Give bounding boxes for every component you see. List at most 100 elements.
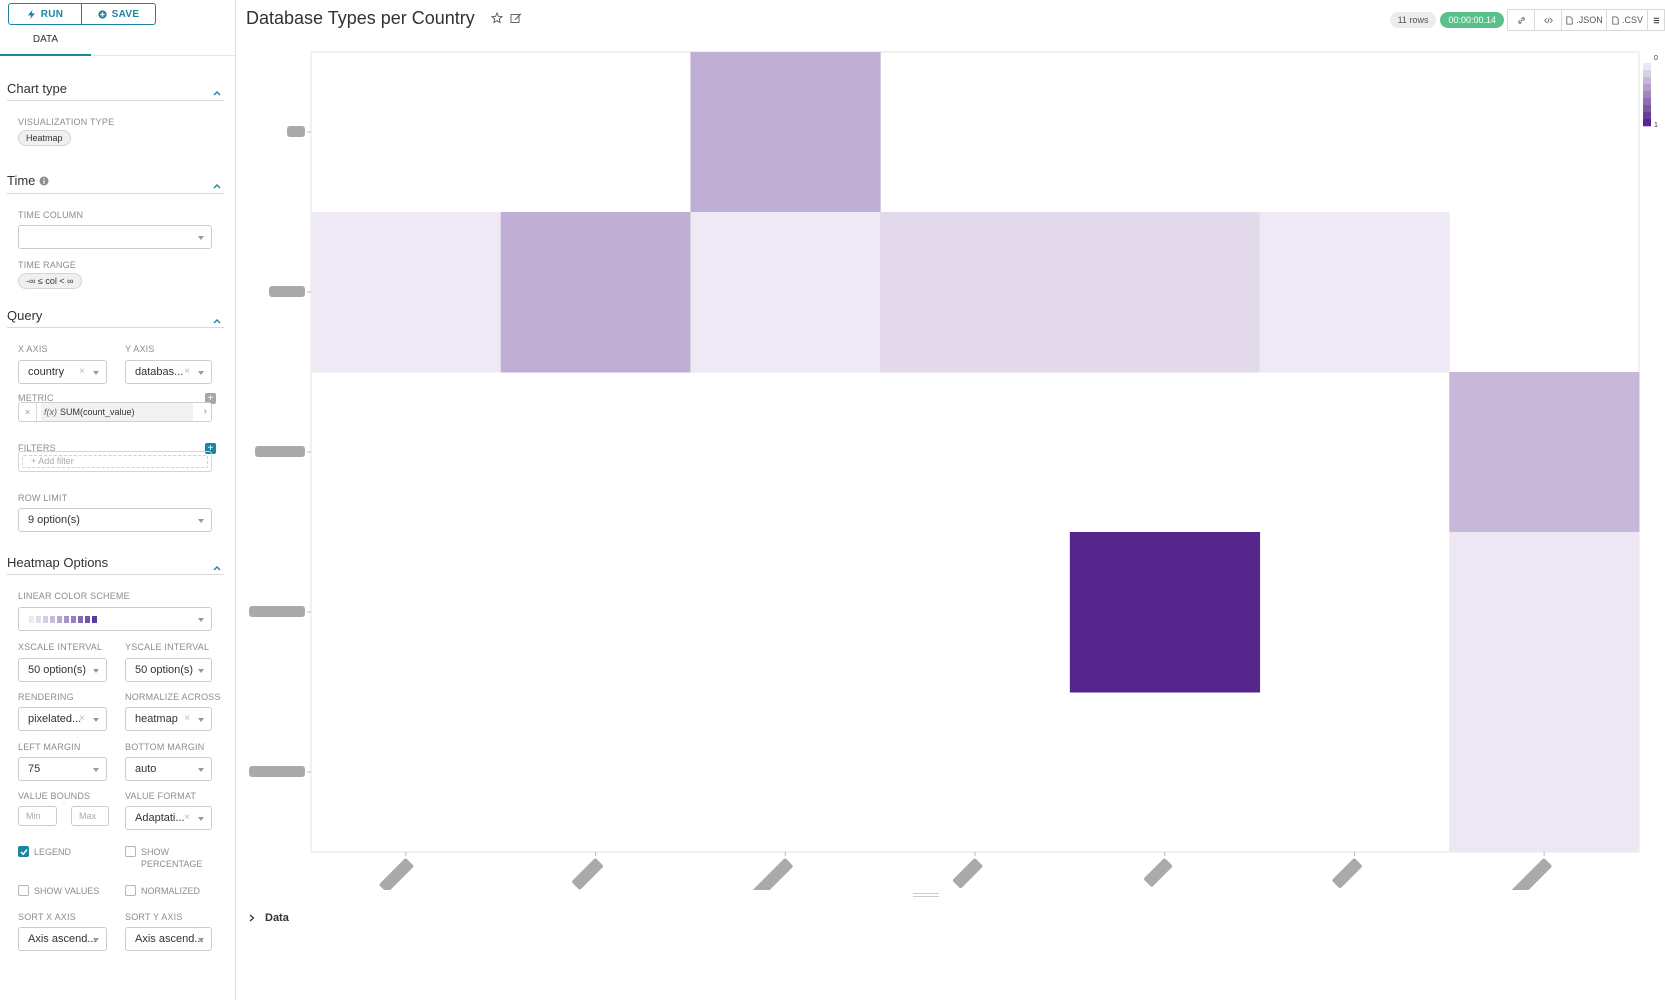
function-icon: f(x) — [44, 407, 57, 417]
x-tick-label-bar — [1332, 858, 1362, 889]
x-tick-label-bar — [1144, 858, 1173, 887]
panel-tabs: DATA — [0, 28, 235, 56]
chevron-up-icon[interactable] — [212, 178, 222, 189]
heatmap-cell[interactable] — [500, 212, 691, 373]
heatmap-cell[interactable] — [880, 212, 1071, 373]
bottom-margin-select[interactable]: auto — [125, 757, 212, 781]
export-csv-label: .CSV — [1621, 15, 1643, 25]
x-axis-value: country — [28, 366, 65, 378]
heatmap-cell[interactable] — [1449, 692, 1640, 853]
clear-icon[interactable]: × — [184, 812, 190, 823]
legend-swatch — [1643, 91, 1651, 99]
clear-icon[interactable]: × — [184, 713, 190, 724]
value-format-select[interactable]: Adaptati... × — [125, 806, 212, 830]
color-swatch — [85, 616, 90, 623]
y-axis-select[interactable]: databas... × — [125, 360, 212, 384]
legend-swatch — [1643, 77, 1651, 85]
heatmap-cell[interactable] — [690, 212, 881, 373]
x-tick-label-bar — [952, 858, 983, 889]
time-column-select[interactable] — [18, 225, 212, 249]
color-swatch — [50, 616, 55, 623]
add-filter-text: Add filter — [38, 456, 74, 466]
show-values-checkbox[interactable] — [18, 885, 29, 896]
caret-down-icon — [198, 938, 204, 942]
edit-icon[interactable] — [510, 12, 522, 24]
heatmap-cell[interactable] — [1449, 372, 1640, 533]
row-count-badge: 11 rows — [1389, 12, 1437, 28]
chart-type-section-title[interactable]: Chart type — [7, 81, 67, 96]
sort-x-axis-select[interactable]: Axis ascend... — [18, 927, 107, 951]
sort-y-axis-label: SORT Y AXIS — [125, 912, 183, 922]
color-swatch — [57, 616, 62, 623]
value-bounds-min-input[interactable]: Min — [18, 806, 57, 826]
chart-title[interactable]: Database Types per Country — [246, 8, 475, 28]
chevron-right-icon[interactable]: › — [203, 406, 207, 417]
row-limit-select[interactable]: 9 option(s) — [18, 508, 212, 532]
x-tick-label-bar — [379, 858, 414, 890]
add-filter-icon[interactable]: + — [205, 443, 216, 454]
run-button[interactable]: RUN — [8, 3, 82, 25]
x-tick-label-redacted — [572, 858, 603, 890]
sort-y-axis-select[interactable]: Axis ascend... — [125, 927, 212, 951]
normalize-across-select[interactable]: heatmap × — [125, 707, 212, 731]
left-margin-value: 75 — [28, 763, 41, 775]
time-title-text: Time — [7, 173, 36, 188]
heatmap-cell[interactable] — [1259, 212, 1450, 373]
heatmap-cell[interactable] — [1069, 532, 1261, 693]
add-filter-button[interactable]: + Add filter — [22, 455, 208, 468]
normalized-checkbox[interactable] — [125, 885, 136, 896]
xscale-interval-select[interactable]: 50 option(s) — [18, 658, 107, 682]
remove-metric-icon[interactable]: × — [19, 403, 37, 421]
legend-swatch — [1643, 56, 1651, 64]
show-percentage-label-line1: SHOW — [141, 847, 169, 857]
heatmap-options-section-title[interactable]: Heatmap Options — [7, 555, 108, 570]
time-range-pill[interactable]: -∞ ≤ col < ∞ — [18, 273, 82, 289]
clear-icon[interactable]: × — [184, 366, 190, 377]
yscale-interval-select[interactable]: 50 option(s) — [125, 658, 212, 682]
title-actions — [491, 12, 522, 24]
value-bounds-max-input[interactable]: Max — [71, 806, 109, 826]
export-csv-button[interactable]: .CSV — [1606, 9, 1648, 31]
save-button[interactable]: SAVE — [82, 3, 156, 25]
show-percentage-checkbox[interactable] — [125, 846, 136, 857]
clear-icon[interactable]: × — [79, 366, 85, 377]
data-panel-toggle[interactable]: Data — [248, 912, 289, 924]
x-axis-select[interactable]: country × — [18, 360, 107, 384]
resize-handle[interactable] — [913, 893, 939, 897]
time-section-title[interactable]: Time — [7, 173, 49, 188]
caret-down-icon — [198, 236, 204, 240]
heatmap-cell[interactable] — [1449, 532, 1640, 693]
chevron-up-icon[interactable] — [212, 560, 222, 571]
query-section-title[interactable]: Query — [7, 308, 42, 323]
star-icon[interactable] — [491, 12, 503, 24]
add-metric-icon[interactable]: + — [205, 393, 216, 404]
metric-option[interactable]: × f(x) SUM(count_value) › — [18, 402, 212, 422]
chevron-up-icon[interactable] — [212, 85, 222, 96]
heatmap-cell[interactable] — [311, 212, 502, 373]
metric-option-label[interactable]: f(x) SUM(count_value) — [41, 403, 193, 421]
heatmap-cell[interactable] — [1069, 212, 1261, 373]
chevron-up-icon[interactable] — [212, 313, 222, 324]
clear-icon[interactable]: × — [79, 713, 85, 724]
x-tick-label-redacted — [1332, 858, 1362, 889]
query-timer-badge: 00:00:00.14 — [1440, 12, 1504, 28]
color-swatch — [71, 616, 76, 623]
color-scheme-select[interactable] — [18, 607, 212, 631]
show-values-label: SHOW VALUES — [34, 886, 100, 896]
tab-data[interactable]: DATA — [0, 28, 91, 56]
legend-checkbox[interactable] — [18, 846, 29, 857]
y-tick-label-redacted — [255, 446, 305, 457]
export-json-button[interactable]: .JSON — [1561, 9, 1607, 31]
linear-color-scheme-label: LINEAR COLOR SCHEME — [18, 591, 130, 601]
visualization-type-pill[interactable]: Heatmap — [18, 130, 71, 146]
link-icon — [1517, 16, 1525, 24]
info-icon[interactable] — [39, 176, 49, 186]
rendering-select[interactable]: pixelated... × — [18, 707, 107, 731]
y-tick-label-redacted — [287, 126, 305, 137]
left-margin-select[interactable]: 75 — [18, 757, 107, 781]
value-format-value: Adaptati... — [135, 812, 185, 824]
y-axis-value: databas... — [135, 366, 184, 378]
row-limit-label: ROW LIMIT — [18, 493, 68, 503]
heatmap-cell[interactable] — [690, 52, 881, 213]
color-swatch — [78, 616, 83, 623]
